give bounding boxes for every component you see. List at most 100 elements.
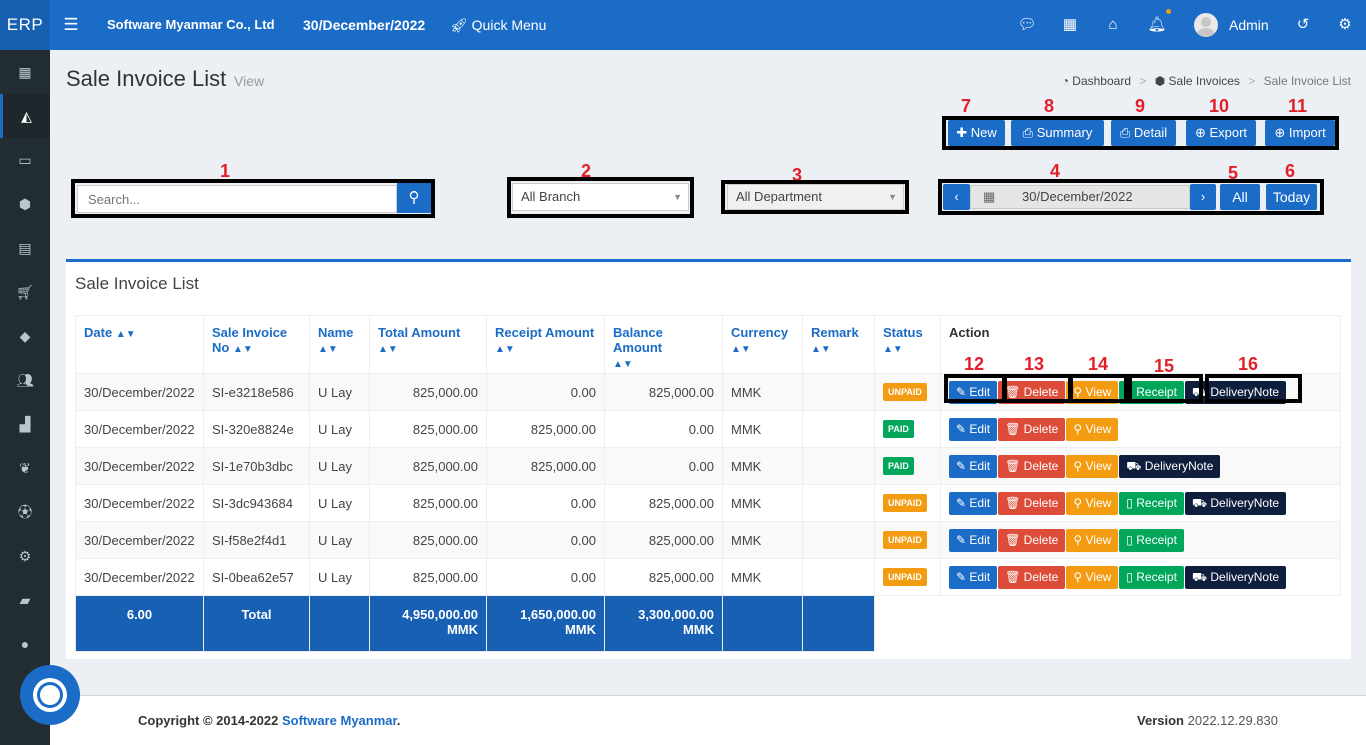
receipt-button[interactable]: ▯ Receipt	[1119, 491, 1184, 515]
trash-icon: 🗑︎	[1005, 384, 1021, 399]
user-avatar[interactable]	[1194, 13, 1218, 37]
all-button[interactable]: All	[1220, 184, 1260, 210]
edit-button[interactable]: ✎ Edit	[949, 565, 998, 589]
view-button[interactable]: ⚲ View	[1066, 380, 1119, 404]
plus-icon: ✚	[956, 125, 968, 140]
calculator-icon[interactable]: ▦	[18, 64, 32, 80]
column-currency[interactable]: Currency ▲▼	[722, 315, 803, 374]
delete-button[interactable]: 🗑︎ Delete	[998, 417, 1066, 441]
edit-button[interactable]: ✎ Edit	[949, 417, 998, 441]
delivery-note-button[interactable]: ⛟ DeliveryNote	[1184, 565, 1287, 589]
status-badge: UNPAID	[883, 383, 927, 401]
new-button[interactable]: ✚ New	[948, 120, 1005, 146]
wechat-icon[interactable]: 💬︎	[1017, 16, 1037, 33]
delete-button[interactable]: 🗑︎ Delete	[998, 380, 1066, 404]
export-button[interactable]: ⊕ Export	[1186, 120, 1256, 146]
detail-button[interactable]: ⎙ Detail	[1111, 120, 1176, 146]
delete-button[interactable]: 🗑︎ Delete	[998, 454, 1066, 478]
breadcrumb-sale-invoices[interactable]: Sale Invoices	[1168, 74, 1240, 88]
delete-button[interactable]: 🗑︎ Delete	[998, 565, 1066, 589]
diamond-icon[interactable]: ◆	[19, 328, 31, 344]
breadcrumb-dashboard[interactable]: Dashboard	[1072, 74, 1131, 88]
prev-date-button[interactable]: ‹	[943, 184, 970, 210]
quick-menu-button[interactable]: 🚀︎ Quick Menu	[450, 0, 546, 50]
receipt-button[interactable]: ▯ Receipt	[1119, 380, 1184, 404]
edit-button[interactable]: ✎ Edit	[949, 454, 998, 478]
view-button[interactable]: ⚲ View	[1066, 454, 1119, 478]
column-receipt-amount[interactable]: Receipt Amount ▲▼	[486, 315, 605, 374]
annotation-3: 3	[792, 165, 803, 185]
cell-balance-amount: 825,000.00	[604, 484, 723, 522]
bell-icon[interactable]: 🔔︎	[1147, 16, 1167, 33]
column-total-amount[interactable]: Total Amount ▲▼	[369, 315, 487, 374]
cell-status: UNPAID	[874, 521, 941, 559]
summary-button[interactable]: ⎙ Summary	[1011, 120, 1104, 146]
column-balance-amount[interactable]: Balance Amount ▲▼	[604, 315, 723, 374]
shopping-cart-icon[interactable]: 🛒︎	[16, 284, 34, 300]
delivery-note-button[interactable]: ⛟ DeliveryNote	[1119, 454, 1221, 478]
pencil-icon: ✎	[956, 421, 967, 436]
view-button[interactable]: ⚲ View	[1066, 528, 1119, 552]
building-icon[interactable]: ▦	[1062, 16, 1078, 33]
next-date-button[interactable]: ›	[1190, 184, 1216, 210]
user-name[interactable]: Admin	[1229, 17, 1269, 33]
file-icon: ▯	[1126, 495, 1133, 510]
edit-button[interactable]: ✎ Edit	[949, 491, 998, 515]
highlight-box	[1205, 374, 1302, 403]
cell-date: 30/December/2022	[75, 373, 204, 411]
column-status[interactable]: Status ▲▼	[874, 315, 941, 374]
book-icon[interactable]: ▰	[19, 592, 31, 608]
import-button[interactable]: ⊕ Import	[1265, 120, 1335, 146]
branch-select[interactable]: All Branch ▼	[512, 183, 689, 211]
app-logo[interactable]: ERP	[0, 0, 50, 50]
chat-widget-button[interactable]	[20, 665, 80, 725]
delete-button[interactable]: 🗑︎ Delete	[998, 528, 1066, 552]
department-select[interactable]: All Department ▼	[727, 184, 904, 210]
search-input[interactable]	[77, 185, 397, 213]
column-date[interactable]: Date ▲▼	[75, 315, 204, 374]
cube-icon[interactable]: ⬢	[18, 196, 32, 212]
edit-button[interactable]: ✎ Edit	[949, 380, 998, 404]
comment-icon[interactable]: ●	[20, 636, 30, 652]
credit-card-icon[interactable]: ▭	[18, 152, 32, 168]
receipt-button[interactable]: ▯ Receipt	[1119, 565, 1184, 589]
today-button[interactable]: Today	[1266, 184, 1317, 210]
cell-date: 30/December/2022	[75, 558, 204, 596]
home-icon[interactable]: ⌂	[1108, 16, 1118, 33]
cell-receipt-amount: 0.00	[486, 558, 605, 596]
highlight-box	[1128, 374, 1203, 403]
soccer-ball-icon[interactable]: ⚽︎	[18, 504, 32, 520]
page-subtitle: View	[234, 73, 265, 89]
bar-chart-icon[interactable]: ▟	[19, 416, 31, 432]
cell-currency: MMK	[722, 558, 803, 596]
search-button[interactable]: ⚲	[397, 183, 431, 213]
column-name[interactable]: Name ▲▼	[309, 315, 370, 374]
cell-total-amount: 825,000.00	[369, 410, 487, 448]
company-link[interactable]: Software Myanmar	[281, 713, 397, 728]
annotation-15: 15	[1154, 356, 1175, 376]
area-chart-icon[interactable]: ◭	[0, 94, 50, 138]
column-remark[interactable]: Remark ▲▼	[802, 315, 875, 374]
cell-invoice-no: SI-0bea62e57	[203, 558, 310, 596]
history-icon[interactable]: ↺	[1296, 16, 1310, 33]
edit-button[interactable]: ✎ Edit	[949, 528, 998, 552]
view-button[interactable]: ⚲ View	[1066, 417, 1119, 441]
leaf-icon[interactable]: ❦	[19, 460, 31, 476]
users-icon[interactable]: 👥︎	[16, 372, 34, 388]
date-field[interactable]: ▦ 30/December/2022	[970, 185, 1190, 209]
sort-icon: ▲▼	[883, 344, 903, 355]
delivery-note-button[interactable]: ⛟ DeliveryNote	[1184, 491, 1287, 515]
box-title: Sale Invoice List	[75, 274, 199, 293]
hamburger-menu-icon[interactable]: ☰	[63, 15, 79, 34]
caret-down-icon: ▼	[888, 192, 897, 202]
gear-icon[interactable]: ⚙︎	[1338, 16, 1352, 33]
view-button[interactable]: ⚲ View	[1066, 491, 1119, 515]
department-value: All Department	[736, 189, 822, 204]
column-invoice-no[interactable]: Sale Invoice No ▲▼	[203, 315, 310, 374]
receipt-button[interactable]: ▯ Receipt	[1119, 528, 1184, 552]
delete-button[interactable]: 🗑︎ Delete	[998, 491, 1066, 515]
cell-actions: ✎ Edit 🗑︎ Delete ⚲ View ⛟ DeliveryNote	[940, 447, 1341, 485]
building-icon[interactable]: ▤	[18, 240, 32, 256]
view-button[interactable]: ⚲ View	[1066, 565, 1119, 589]
gear-icon[interactable]: ⚙︎	[18, 548, 32, 564]
